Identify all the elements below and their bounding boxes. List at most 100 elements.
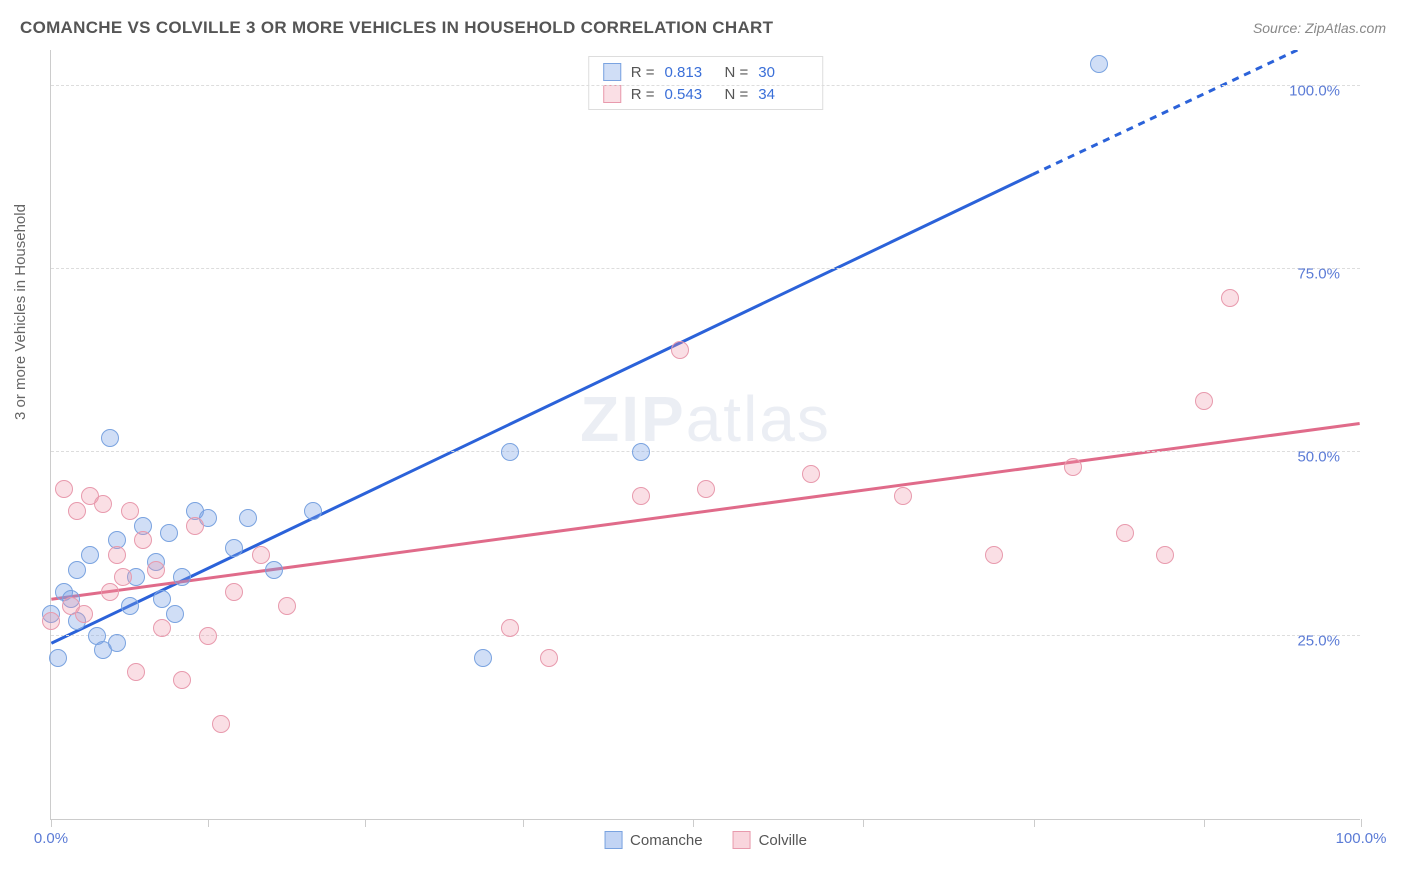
data-point-colville: [501, 619, 519, 637]
data-point-colville: [894, 487, 912, 505]
data-point-colville: [68, 502, 86, 520]
data-point-comanche: [108, 634, 126, 652]
legend-item-colville: Colville: [733, 831, 807, 849]
data-point-colville: [540, 649, 558, 667]
data-point-colville: [75, 605, 93, 623]
data-point-colville: [1195, 392, 1213, 410]
chart-container: COMANCHE VS COLVILLE 3 OR MORE VEHICLES …: [0, 0, 1406, 892]
data-point-comanche: [68, 561, 86, 579]
data-point-comanche: [166, 605, 184, 623]
data-point-colville: [134, 531, 152, 549]
x-tick: [523, 819, 524, 827]
data-point-colville: [42, 612, 60, 630]
legend-label-comanche: Comanche: [630, 832, 703, 849]
data-point-colville: [985, 546, 1003, 564]
y-tick-label: 75.0%: [1297, 266, 1340, 283]
r-value-comanche: 0.813: [665, 64, 715, 81]
data-point-colville: [114, 568, 132, 586]
data-point-comanche: [153, 590, 171, 608]
data-point-colville: [101, 583, 119, 601]
y-axis-label: 3 or more Vehicles in Household: [12, 204, 29, 420]
swatch-colville: [733, 831, 751, 849]
regression-line-dashed-comanche: [1033, 50, 1360, 175]
x-tick: [208, 819, 209, 827]
x-tick: [1034, 819, 1035, 827]
x-tick: [365, 819, 366, 827]
source-label: Source: ZipAtlas.com: [1253, 20, 1386, 36]
data-point-colville: [147, 561, 165, 579]
data-point-colville: [697, 480, 715, 498]
x-tick-label: 100.0%: [1336, 830, 1387, 847]
data-point-comanche: [121, 597, 139, 615]
x-tick: [1361, 819, 1362, 827]
gridline: [51, 85, 1360, 86]
n-label: N =: [725, 64, 749, 81]
data-point-colville: [173, 671, 191, 689]
x-tick-label: 0.0%: [34, 830, 68, 847]
title-bar: COMANCHE VS COLVILLE 3 OR MORE VEHICLES …: [20, 18, 1386, 38]
legend-row-colville: R = 0.543 N = 34: [603, 83, 809, 105]
data-point-colville: [121, 502, 139, 520]
data-point-colville: [186, 517, 204, 535]
x-tick: [51, 819, 52, 827]
n-label: N =: [725, 86, 749, 103]
regression-line-comanche: [51, 175, 1032, 644]
data-point-colville: [153, 619, 171, 637]
regression-lines: [51, 50, 1360, 819]
gridline: [51, 268, 1360, 269]
n-value-comanche: 30: [758, 64, 808, 81]
data-point-comanche: [1090, 55, 1108, 73]
data-point-colville: [94, 495, 112, 513]
data-point-comanche: [81, 546, 99, 564]
data-point-colville: [1156, 546, 1174, 564]
data-point-colville: [802, 465, 820, 483]
data-point-colville: [1221, 289, 1239, 307]
data-point-colville: [108, 546, 126, 564]
legend-row-comanche: R = 0.813 N = 30: [603, 61, 809, 83]
data-point-comanche: [225, 539, 243, 557]
x-tick: [1204, 819, 1205, 827]
data-point-colville: [127, 663, 145, 681]
data-point-colville: [1116, 524, 1134, 542]
swatch-comanche: [603, 63, 621, 81]
swatch-colville: [603, 85, 621, 103]
data-point-colville: [252, 546, 270, 564]
x-tick: [693, 819, 694, 827]
data-point-colville: [278, 597, 296, 615]
data-point-comanche: [239, 509, 257, 527]
y-tick-label: 100.0%: [1289, 82, 1340, 99]
data-point-colville: [199, 627, 217, 645]
legend-label-colville: Colville: [759, 832, 807, 849]
data-point-colville: [225, 583, 243, 601]
data-point-comanche: [632, 443, 650, 461]
data-point-comanche: [501, 443, 519, 461]
legend-item-comanche: Comanche: [604, 831, 703, 849]
data-point-comanche: [49, 649, 67, 667]
r-value-colville: 0.543: [665, 86, 715, 103]
data-point-colville: [55, 480, 73, 498]
gridline: [51, 451, 1360, 452]
data-point-comanche: [304, 502, 322, 520]
swatch-comanche: [604, 831, 622, 849]
y-tick-label: 25.0%: [1297, 632, 1340, 649]
data-point-comanche: [160, 524, 178, 542]
data-point-colville: [632, 487, 650, 505]
r-label: R =: [631, 64, 655, 81]
legend-stats: R = 0.813 N = 30 R = 0.543 N = 34: [588, 56, 824, 110]
data-point-comanche: [101, 429, 119, 447]
y-tick-label: 50.0%: [1297, 449, 1340, 466]
data-point-colville: [212, 715, 230, 733]
data-point-comanche: [173, 568, 191, 586]
data-point-comanche: [474, 649, 492, 667]
r-label: R =: [631, 86, 655, 103]
data-point-colville: [1064, 458, 1082, 476]
plot-area: ZIPatlas R = 0.813 N = 30 R = 0.543 N = …: [50, 50, 1360, 820]
watermark: ZIPatlas: [580, 382, 831, 456]
n-value-colville: 34: [758, 86, 808, 103]
gridline: [51, 635, 1360, 636]
data-point-comanche: [265, 561, 283, 579]
data-point-colville: [671, 341, 689, 359]
chart-title: COMANCHE VS COLVILLE 3 OR MORE VEHICLES …: [20, 18, 773, 38]
legend-series: Comanche Colville: [604, 831, 807, 849]
x-tick: [863, 819, 864, 827]
